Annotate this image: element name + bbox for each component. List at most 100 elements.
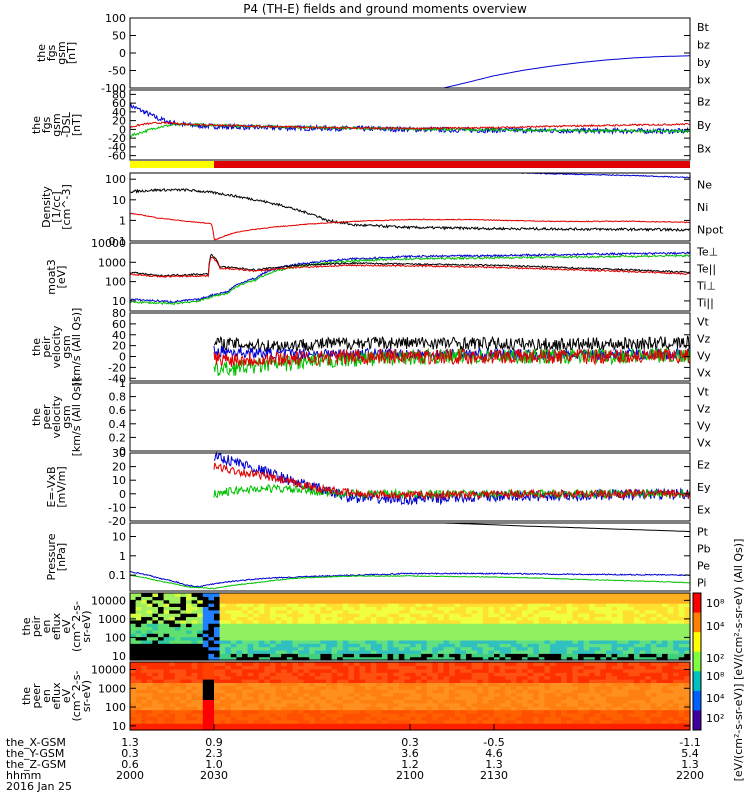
heatmap-cell [264,692,271,697]
heatmap-cell [538,596,545,601]
heatmap-cell [146,609,153,614]
heatmap-cell [566,606,573,611]
panel-frame [129,452,691,522]
heatmap-cell [314,629,321,634]
heatmap-cell [494,603,501,607]
heatmap-cell [303,593,310,597]
heatmap-cell [298,719,305,724]
heatmap-cell [197,596,204,601]
heatmap-cell [628,603,635,607]
heatmap-cell [326,599,333,604]
heatmap-cell [544,626,551,631]
heatmap-cell [522,646,529,651]
heatmap-cell [404,692,411,697]
heatmap-cell [527,629,534,634]
heatmap-cell [376,682,383,687]
panel-frame [129,17,691,89]
heatmap-cell [236,636,243,641]
heatmap-cell [158,623,165,628]
heatmap-cell [247,689,254,694]
heatmap-cell [578,726,585,731]
x-row-value: 1.2 [401,758,419,771]
heatmap-cell [242,723,249,728]
heatmap-cell [538,719,545,724]
heatmap-cell [382,672,389,677]
heatmap-cell [505,716,512,721]
heatmap-cell [600,689,607,694]
heatmap-cell [516,719,523,724]
heatmap-cell [214,596,221,601]
heatmap-cell [471,699,478,704]
heatmap-cell [208,649,215,654]
heatmap-cell [208,596,215,601]
heatmap-cell [538,599,545,604]
y-tick-label: 1 [119,214,126,227]
heatmap-cell [611,692,618,697]
heatmap-cell [382,626,389,631]
heatmap-cell [494,723,501,728]
heatmap-cell [258,682,265,687]
heatmap-cell [130,596,137,601]
heatmap-cell [583,636,590,641]
heatmap-cell [622,603,629,607]
heatmap-cell [236,603,243,607]
heatmap-cell [505,685,512,690]
heatmap-cell [230,662,237,666]
heatmap-cell [466,649,473,654]
heatmap-cell [135,682,142,687]
heatmap-cell [398,629,405,634]
heatmap-cell [247,643,254,648]
heatmap-cell [544,629,551,634]
heatmap-cell [270,656,277,661]
heatmap-cell [135,656,142,661]
heatmap-cell [499,623,506,628]
heatmap-cell [438,653,445,658]
heatmap-cell [488,665,495,670]
heatmap-cell [191,629,198,634]
heatmap-cell [387,629,394,634]
heatmap-cell [645,723,652,728]
heatmap-cell [158,629,165,634]
heatmap-cell [516,603,523,607]
heatmap-cell [421,593,428,597]
heatmap-cell [645,653,652,658]
heatmap-cell [382,679,389,683]
heatmap-cell [477,689,484,694]
heatmap-cell [477,656,484,661]
heatmap-cell [555,606,562,611]
heatmap-cell [561,636,568,641]
heatmap-cell [410,696,417,700]
heatmap-cell [516,672,523,677]
heatmap-cell [225,679,232,683]
heatmap-cell [499,629,506,634]
heatmap-cell [628,682,635,687]
heatmap-cell [460,626,467,631]
heatmap-cell [230,593,237,597]
heatmap-cell [141,599,148,604]
heatmap-cell [275,723,282,728]
heatmap-cell [230,709,237,714]
heatmap-cell [365,706,372,711]
heatmap-cell [611,675,618,680]
heatmap-cell [684,665,691,670]
heatmap-cell [533,726,540,731]
heatmap-cell [617,713,624,717]
heatmap-cell [650,702,657,707]
heatmap-cell [309,599,316,604]
heatmap-cell [544,685,551,690]
legend-bz: Bz [697,96,711,109]
heatmap-cell [516,653,523,658]
heatmap-cell [522,672,529,677]
heatmap-cell [208,646,215,651]
heatmap-cell [471,682,478,687]
heatmap-cell [163,599,170,604]
heatmap-cell [522,726,529,731]
heatmap-cell [292,675,299,680]
heatmap-cell [471,679,478,683]
heatmap-cell [645,643,652,648]
heatmap-cell [443,692,450,697]
heatmap-cell [555,665,562,670]
heatmap-cell [393,685,400,690]
heatmap-cell [404,702,411,707]
heatmap-cell [404,616,411,621]
